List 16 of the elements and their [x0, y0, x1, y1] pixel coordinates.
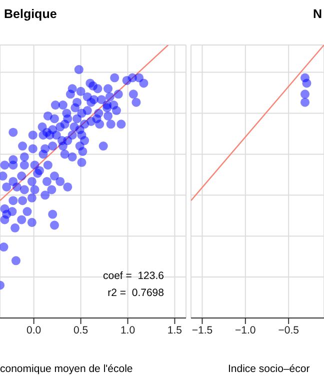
x-tick-label: 0.0	[26, 324, 42, 336]
x-axis-title: Indice socio–écor	[228, 363, 310, 375]
x-tick-label: 1.5	[167, 324, 182, 336]
x-axis-title: conomique moyen de l'école	[0, 363, 133, 375]
chart-title: N	[313, 7, 322, 21]
x-tick-label: −1.5	[192, 324, 213, 336]
point	[302, 78, 312, 88]
x-tick-label: −0.5	[278, 324, 300, 336]
x-tick-label: 0.5	[73, 324, 88, 336]
point	[300, 98, 310, 107]
annotation: coef = 123.6	[102, 270, 164, 282]
annotation: r2 = 0.7698	[108, 287, 164, 299]
point	[300, 90, 310, 99]
x-tick-label: −1.0	[235, 324, 256, 336]
chart-title: Belgique	[4, 7, 57, 21]
x-tick-label: 1.0	[120, 324, 136, 336]
